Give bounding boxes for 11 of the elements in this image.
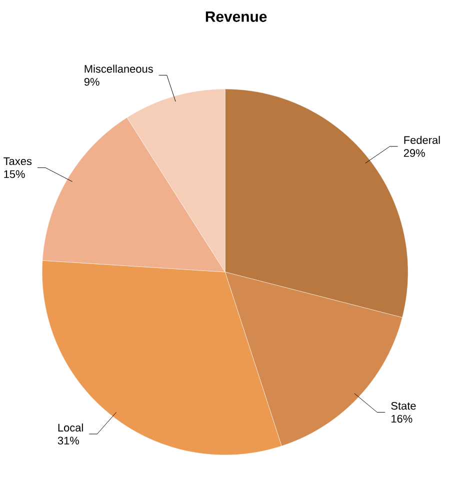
data-label: 9% [84, 78, 100, 86]
slice-label: Taxes [4, 157, 32, 166]
slice-label: State [391, 402, 416, 410]
slice-label: Miscellaneous [84, 64, 153, 73]
data-label: 16% [391, 414, 412, 423]
data-label: 29% [404, 149, 425, 157]
chart-title: Revenue [206, 12, 267, 22]
data-label: 15% [4, 170, 25, 178]
slice-label: Federal [404, 136, 440, 144]
data-label: 31% [58, 436, 79, 444]
slice-label: Local [58, 424, 83, 432]
